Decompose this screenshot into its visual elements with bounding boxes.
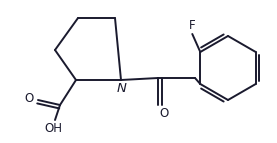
Text: OH: OH <box>44 122 62 135</box>
Text: O: O <box>25 93 34 106</box>
Text: F: F <box>189 19 196 32</box>
Text: N: N <box>117 82 127 95</box>
Text: O: O <box>159 107 168 120</box>
